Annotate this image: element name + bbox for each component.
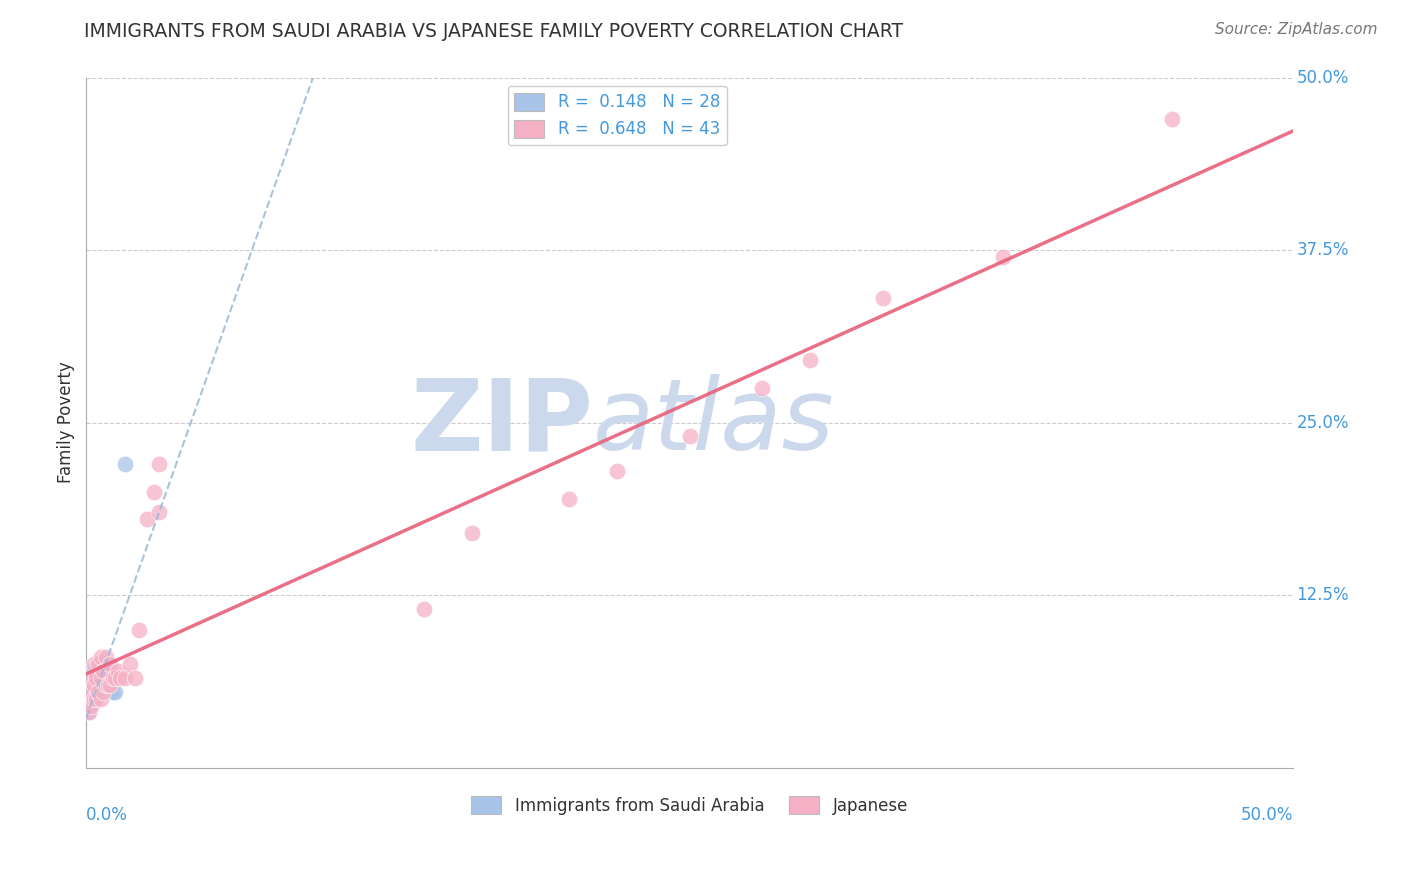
Legend: Immigrants from Saudi Arabia, Japanese: Immigrants from Saudi Arabia, Japanese [464, 789, 915, 822]
Point [91, 685, 114, 699]
Text: 25.0%: 25.0% [1296, 414, 1348, 432]
Point [91, 664, 114, 678]
Point [114, 671, 136, 685]
Point [114, 457, 136, 471]
Point [84, 671, 107, 685]
Text: 50.0%: 50.0% [1296, 69, 1348, 87]
Point [94, 678, 117, 692]
Point [80, 698, 103, 713]
Point [91, 685, 114, 699]
Point [107, 664, 129, 678]
Text: 12.5%: 12.5% [1296, 586, 1350, 604]
Point [77, 706, 100, 720]
Point [124, 671, 146, 685]
Point [77, 685, 100, 699]
Text: atlas: atlas [593, 374, 835, 471]
Y-axis label: Family Poverty: Family Poverty [58, 362, 75, 483]
Point [77, 685, 100, 699]
Point [83, 691, 105, 706]
Point [80, 664, 103, 678]
Point [100, 685, 122, 699]
Point [799, 353, 821, 368]
Point [101, 685, 124, 699]
Point [87, 657, 110, 672]
Point [606, 464, 628, 478]
Point [87, 685, 110, 699]
Text: ZIP: ZIP [411, 374, 593, 471]
Point [100, 678, 122, 692]
Point [142, 484, 165, 499]
Point [83, 657, 105, 672]
Point [83, 664, 105, 678]
Point [80, 671, 103, 685]
Point [872, 292, 894, 306]
Point [90, 671, 112, 685]
Point [87, 671, 110, 685]
Point [993, 250, 1015, 264]
Point [97, 678, 120, 692]
Point [87, 685, 110, 699]
Text: Source: ZipAtlas.com: Source: ZipAtlas.com [1215, 22, 1378, 37]
Point [77, 706, 100, 720]
Point [91, 671, 114, 685]
Point [84, 671, 107, 685]
Point [87, 657, 110, 672]
Point [100, 657, 122, 672]
Point [94, 650, 117, 665]
Point [104, 685, 127, 699]
Point [118, 657, 141, 672]
Point [97, 685, 120, 699]
Point [751, 381, 773, 395]
Point [90, 691, 112, 706]
Text: 50.0%: 50.0% [1240, 805, 1294, 823]
Point [104, 671, 127, 685]
Point [97, 671, 120, 685]
Point [1161, 112, 1184, 126]
Point [148, 505, 170, 519]
Point [84, 691, 107, 706]
Text: IMMIGRANTS FROM SAUDI ARABIA VS JAPANESE FAMILY POVERTY CORRELATION CHART: IMMIGRANTS FROM SAUDI ARABIA VS JAPANESE… [84, 22, 904, 41]
Point [94, 657, 117, 672]
Point [678, 429, 700, 443]
Point [94, 685, 117, 699]
Point [83, 678, 105, 692]
Point [90, 657, 112, 672]
Point [108, 671, 131, 685]
Point [80, 698, 103, 713]
Point [148, 457, 170, 471]
Point [558, 491, 581, 506]
Point [94, 671, 117, 685]
Point [83, 691, 105, 706]
Point [135, 512, 157, 526]
Point [91, 657, 114, 672]
Point [84, 685, 107, 699]
Point [83, 678, 105, 692]
Point [413, 602, 436, 616]
Point [101, 671, 124, 685]
Point [80, 685, 103, 699]
Point [128, 623, 150, 637]
Point [90, 650, 112, 665]
Point [461, 526, 484, 541]
Point [90, 671, 112, 685]
Text: 0.0%: 0.0% [86, 805, 128, 823]
Point [90, 685, 112, 699]
Text: 37.5%: 37.5% [1296, 241, 1348, 259]
